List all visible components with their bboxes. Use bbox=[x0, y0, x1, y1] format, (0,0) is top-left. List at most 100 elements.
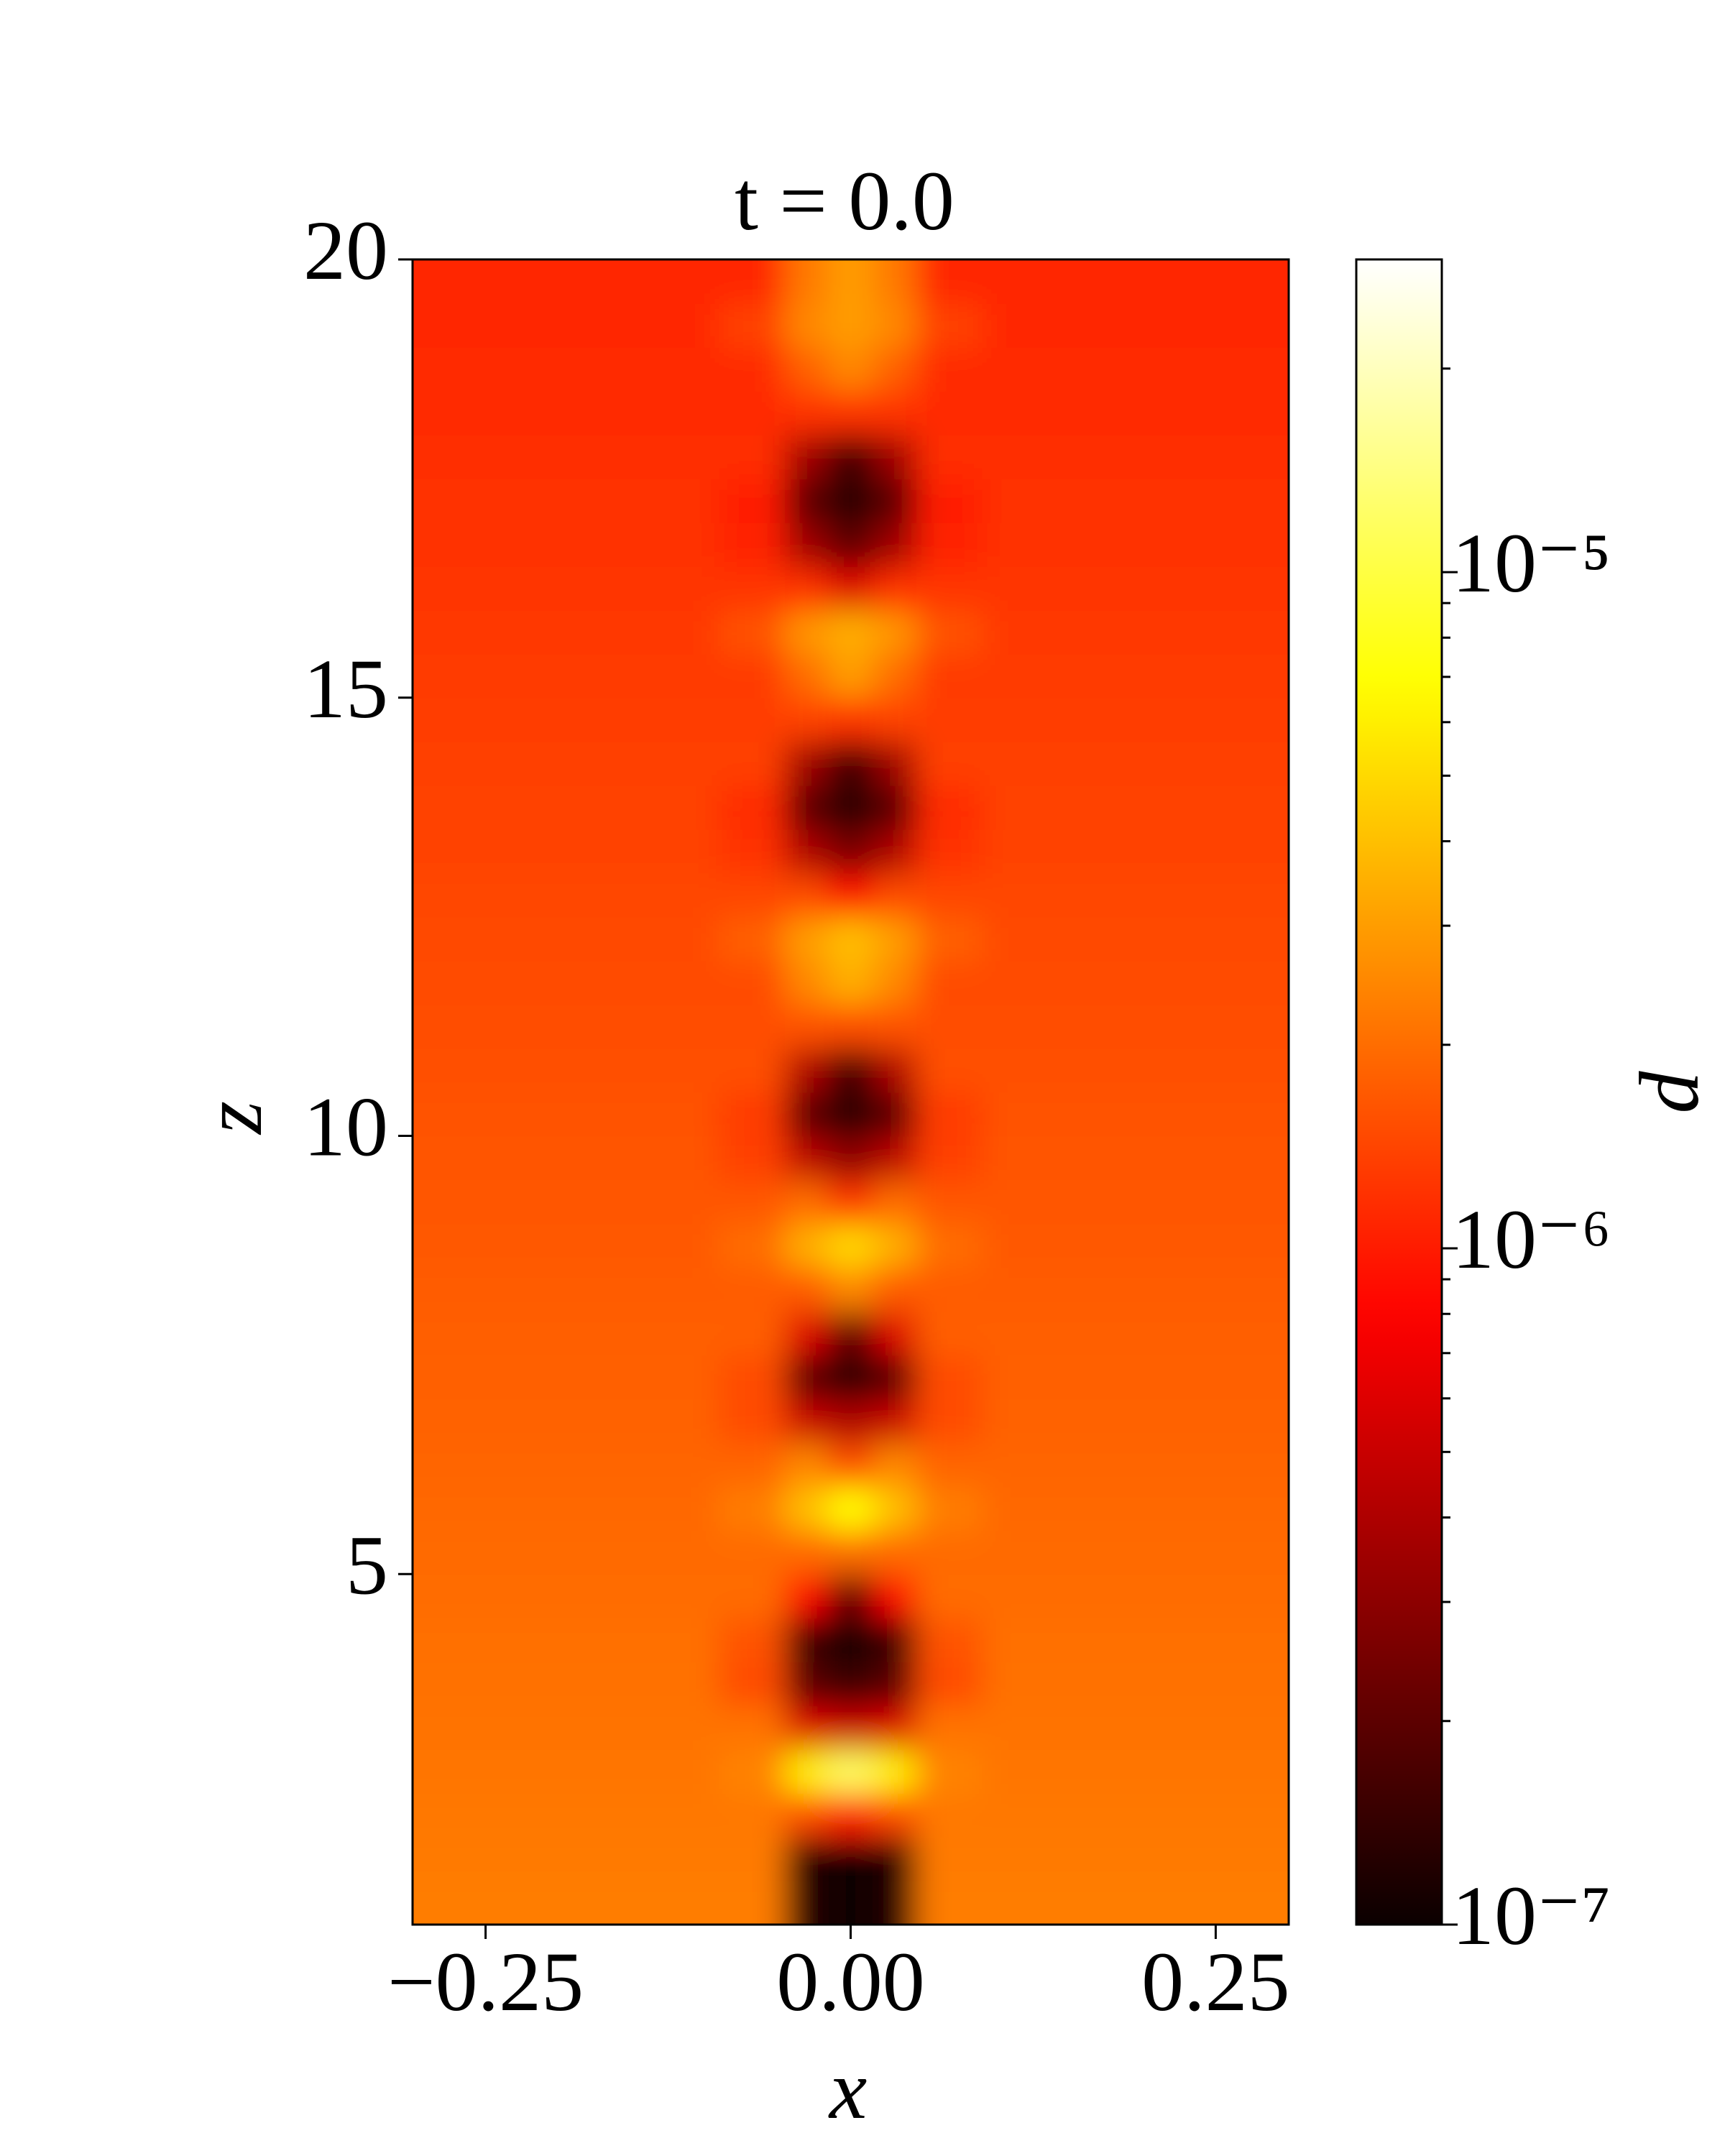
heatmap-cell bbox=[916, 1004, 983, 1049]
x-tick-label: 0.25 bbox=[1141, 1935, 1290, 2029]
heatmap-cell bbox=[982, 346, 1122, 392]
heatmap-cell bbox=[580, 1355, 720, 1400]
heatmap-cell bbox=[413, 829, 581, 874]
heatmap-cell bbox=[982, 741, 1122, 786]
heatmap-cell bbox=[982, 390, 1122, 436]
heatmap-cell bbox=[872, 1530, 917, 1575]
heatmap-cell bbox=[916, 1223, 983, 1268]
heatmap-cell bbox=[872, 566, 917, 611]
heatmap-cell bbox=[916, 566, 983, 611]
heatmap-cell bbox=[719, 1749, 786, 1795]
heatmap-cell bbox=[719, 1837, 786, 1882]
heatmap-cell bbox=[829, 566, 873, 611]
heatmap-cell bbox=[982, 1705, 1122, 1751]
heatmap-cell bbox=[580, 1749, 720, 1795]
heatmap-cell bbox=[719, 916, 786, 962]
colorbar bbox=[1355, 258, 1443, 1926]
heatmap-cell bbox=[872, 916, 917, 962]
heatmap-cell bbox=[785, 829, 830, 874]
chart-title: t = 0.0 bbox=[735, 154, 954, 248]
heatmap-cell bbox=[580, 960, 720, 1005]
heatmap-cell bbox=[829, 478, 873, 523]
heatmap-cell bbox=[1121, 1749, 1289, 1795]
heatmap-cell bbox=[982, 1442, 1122, 1488]
heatmap-cell bbox=[872, 346, 917, 392]
heatmap-cell bbox=[413, 390, 581, 436]
heatmap-cell bbox=[916, 1048, 983, 1093]
heatmap-cell bbox=[785, 1355, 830, 1400]
heatmap-cell bbox=[872, 1311, 917, 1356]
heatmap-cell bbox=[580, 785, 720, 830]
heatmap-cell bbox=[982, 653, 1122, 699]
heatmap-cell bbox=[719, 1705, 786, 1751]
heatmap-cell bbox=[580, 1267, 720, 1312]
heatmap-cell bbox=[580, 1574, 720, 1619]
heatmap-cell bbox=[1121, 1442, 1289, 1488]
heatmap-cell bbox=[982, 785, 1122, 830]
heatmap-cell bbox=[1121, 1267, 1289, 1312]
heatmap-cell bbox=[413, 1135, 581, 1181]
heatmap-cell bbox=[719, 1486, 786, 1531]
x-tick-label: 0.00 bbox=[776, 1935, 925, 2029]
heatmap-cell bbox=[785, 697, 830, 742]
heatmap-cell bbox=[719, 1179, 786, 1225]
heatmap-cell bbox=[982, 1267, 1122, 1312]
heatmap-cell bbox=[719, 346, 786, 392]
heatmap-cell bbox=[829, 872, 873, 918]
heatmap-cell bbox=[872, 390, 917, 436]
heatmap-cell bbox=[785, 1048, 830, 1093]
heatmap-cell bbox=[982, 1179, 1122, 1225]
heatmap-cell bbox=[916, 741, 983, 786]
heatmap-cell bbox=[719, 390, 786, 436]
heatmap-cell bbox=[1121, 1399, 1289, 1444]
heatmap-cell bbox=[719, 1442, 786, 1488]
heatmap-cell bbox=[916, 1705, 983, 1751]
heatmap-cell bbox=[785, 1749, 830, 1795]
heatmap-cell bbox=[916, 916, 983, 962]
heatmap-cell bbox=[1121, 1048, 1289, 1093]
heatmap-cell bbox=[1121, 697, 1289, 742]
heatmap-cell bbox=[982, 1618, 1122, 1663]
heatmap-cell bbox=[829, 1749, 873, 1795]
y-axis-label: z bbox=[185, 1101, 280, 1135]
heatmap-cell bbox=[719, 1574, 786, 1619]
heatmap-cell bbox=[719, 1267, 786, 1312]
heatmap-cell bbox=[413, 434, 581, 479]
heatmap-cell bbox=[829, 1223, 873, 1268]
heatmap-cell bbox=[916, 1135, 983, 1181]
heatmap-cell bbox=[916, 259, 983, 304]
heatmap-cell bbox=[1121, 1837, 1289, 1882]
heatmap-cell bbox=[580, 478, 720, 523]
heatmap-cell bbox=[982, 960, 1122, 1005]
heatmap-cell bbox=[580, 609, 720, 655]
heatmap-cell bbox=[1121, 1793, 1289, 1838]
heatmap-cell bbox=[872, 1223, 917, 1268]
heatmap-cell bbox=[829, 303, 873, 348]
heatmap-cell bbox=[872, 1267, 917, 1312]
heatmap-cell bbox=[872, 1399, 917, 1444]
heatmap-cell bbox=[719, 1223, 786, 1268]
heatmap-cell bbox=[982, 1749, 1122, 1795]
heatmap-cell bbox=[982, 1530, 1122, 1575]
heatmap-cell bbox=[719, 1399, 786, 1444]
heatmap-cell bbox=[1121, 741, 1289, 786]
heatmap-cell bbox=[872, 1048, 917, 1093]
heatmap-cell bbox=[413, 1486, 581, 1531]
heatmap-cell bbox=[413, 916, 581, 962]
x-axis-label: x bbox=[828, 2042, 867, 2137]
heatmap-cell bbox=[580, 1135, 720, 1181]
heatmap-cell bbox=[580, 1618, 720, 1663]
heatmap-cell bbox=[872, 1881, 917, 1925]
heatmap-cell bbox=[982, 1355, 1122, 1400]
heatmap-cell bbox=[872, 1179, 917, 1225]
heatmap-cell bbox=[916, 346, 983, 392]
heatmap-cell bbox=[982, 1881, 1122, 1925]
heatmap-cell bbox=[719, 785, 786, 830]
heatmap-cell bbox=[829, 785, 873, 830]
heatmap-cell bbox=[785, 1004, 830, 1049]
heatmap-cell bbox=[916, 1311, 983, 1356]
heatmap-cell bbox=[719, 1048, 786, 1093]
heatmap-cell bbox=[916, 1574, 983, 1619]
heatmap-cell bbox=[1121, 1135, 1289, 1181]
y-tick-label: 15 bbox=[303, 642, 388, 736]
